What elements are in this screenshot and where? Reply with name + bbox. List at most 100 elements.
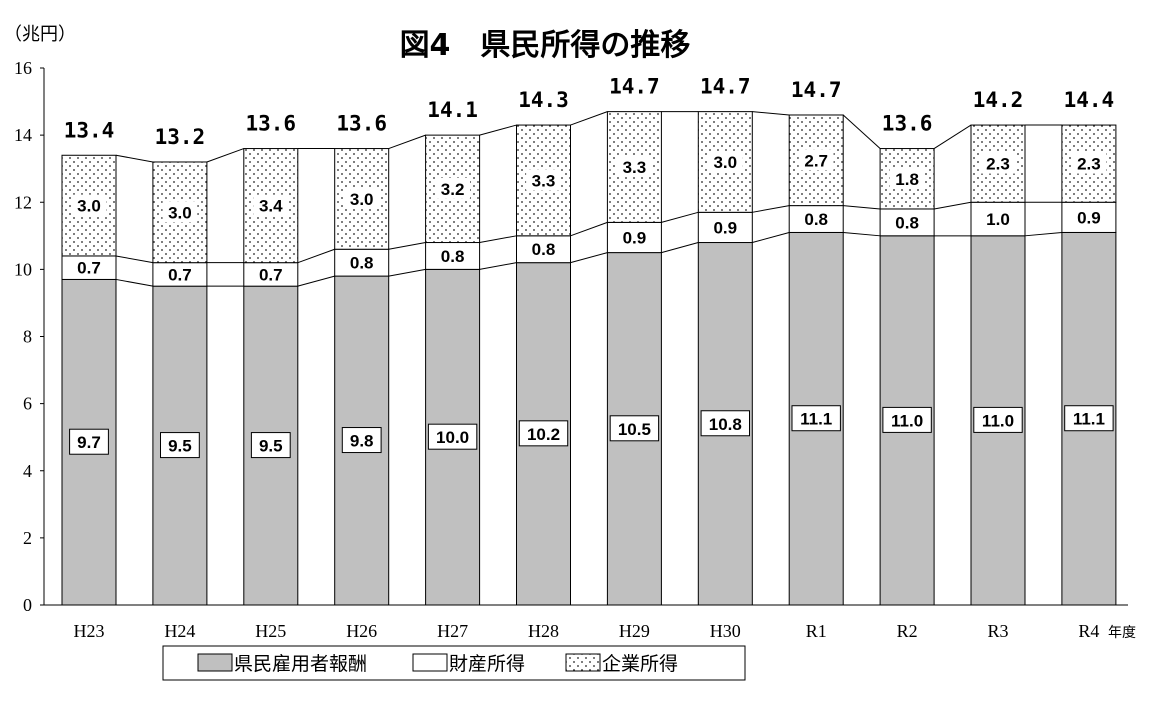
y-tick-label: 6 bbox=[23, 394, 32, 414]
legend-swatch-corporate-income bbox=[565, 653, 601, 672]
y-tick-label: 14 bbox=[14, 125, 32, 145]
x-tick-label: R1 bbox=[806, 621, 827, 641]
data-label-corporate-income: 3.0 bbox=[713, 153, 737, 172]
bar-total-label: 13.2 bbox=[155, 125, 206, 149]
series-connector-line bbox=[661, 211, 699, 223]
data-label-box bbox=[973, 406, 1023, 433]
data-label-employee-compensation: 11.0 bbox=[891, 411, 923, 430]
data-label-employee-compensation: 9.5 bbox=[168, 437, 192, 456]
bar-total-label: 14.2 bbox=[973, 88, 1024, 112]
x-axis-unit-label: 年度 bbox=[1108, 625, 1136, 641]
legend-box bbox=[162, 645, 746, 681]
series-connector-line bbox=[570, 221, 608, 237]
data-label-backdrop bbox=[162, 201, 198, 223]
data-label-corporate-income: 3.0 bbox=[168, 203, 192, 222]
series-connector-line bbox=[479, 262, 517, 270]
data-label-backdrop bbox=[617, 156, 652, 178]
connector-lines bbox=[115, 111, 1062, 287]
data-label-backdrop bbox=[980, 152, 1016, 174]
data-label-box bbox=[427, 423, 478, 450]
y-tick-label: 16 bbox=[14, 58, 32, 78]
axes: 0 2 4 6 8 10 12 14 16 bbox=[14, 58, 1128, 615]
x-tick-label: H26 bbox=[346, 621, 377, 641]
data-label-backdrop bbox=[1071, 152, 1107, 174]
data-label-corporate-income: 2.3 bbox=[986, 155, 1010, 174]
series-connector-line bbox=[206, 148, 244, 163]
series-connector-line bbox=[843, 205, 881, 210]
bar-total-label: 13.6 bbox=[246, 112, 297, 136]
data-label-employee-compensation: 9.8 bbox=[350, 432, 374, 451]
data-label-employee-compensation: 10.8 bbox=[709, 415, 742, 434]
series-connector-line bbox=[570, 111, 608, 126]
series-connector-line bbox=[1024, 231, 1062, 237]
data-label-box bbox=[609, 415, 660, 442]
data-labels: 9.7 0.7 3.0 13.4 H23 9.5 0.7 3.0 13.2 H24 9.5 0.7 3.… bbox=[64, 75, 1114, 641]
data-label-property-income: 0.8 bbox=[441, 247, 465, 266]
data-label-property-income: 0.7 bbox=[77, 259, 101, 278]
y-tick-label: 4 bbox=[23, 461, 32, 481]
legend-label-employee-compensation: 県民雇用者報酬 bbox=[234, 653, 367, 675]
bar-total-label: 14.3 bbox=[518, 88, 569, 112]
legend-label-property-income: 財産所得 bbox=[449, 653, 525, 675]
y-axis-unit-label: （兆円） bbox=[4, 24, 76, 45]
legend: 県民雇用者報酬 財産所得 企業所得 bbox=[162, 645, 746, 681]
data-label-corporate-income: 3.2 bbox=[441, 180, 465, 199]
data-label-property-income: 0.7 bbox=[259, 265, 283, 284]
x-tick-label: H24 bbox=[164, 621, 195, 641]
data-label-box bbox=[700, 410, 750, 437]
x-tick-label: R2 bbox=[897, 621, 918, 641]
data-label-box bbox=[882, 406, 932, 433]
data-label-employee-compensation: 10.2 bbox=[527, 425, 560, 444]
legend-swatch-property-income bbox=[412, 653, 448, 672]
series-connector-line bbox=[297, 275, 335, 287]
series-connector-line bbox=[752, 205, 790, 213]
series-connector-line bbox=[115, 278, 153, 287]
data-label-property-income: 0.9 bbox=[713, 218, 737, 237]
data-label-box bbox=[160, 432, 200, 459]
y-tick-label: 2 bbox=[23, 528, 32, 548]
data-label-box bbox=[341, 427, 382, 454]
series-connector-line bbox=[115, 154, 153, 163]
data-label-corporate-income: 2.3 bbox=[1077, 155, 1101, 174]
data-label-employee-compensation: 10.5 bbox=[618, 420, 651, 439]
y-tick-label: 10 bbox=[14, 259, 32, 279]
data-label-box bbox=[69, 428, 109, 455]
x-tick-label: R4 bbox=[1078, 621, 1099, 641]
data-label-employee-compensation: 9.7 bbox=[77, 433, 101, 452]
data-label-backdrop bbox=[344, 187, 380, 209]
bar-total-label: 13.6 bbox=[336, 112, 387, 136]
data-label-corporate-income: 2.7 bbox=[804, 151, 828, 170]
data-label-property-income: 0.8 bbox=[895, 213, 919, 232]
data-label-property-income: 0.9 bbox=[623, 228, 647, 247]
bar-total-label: 13.6 bbox=[882, 112, 933, 136]
y-tick-label: 0 bbox=[23, 595, 32, 615]
data-label-property-income: 1.0 bbox=[986, 210, 1010, 229]
series-connector-line bbox=[388, 268, 426, 277]
data-label-box bbox=[1064, 405, 1114, 432]
x-tick-label: H23 bbox=[74, 621, 105, 641]
series-connector-line bbox=[570, 252, 608, 264]
x-tick-label: H28 bbox=[528, 621, 559, 641]
bar-total-label: 14.7 bbox=[609, 75, 660, 99]
data-label-property-income: 0.9 bbox=[1077, 208, 1101, 227]
bar-total-label: 13.4 bbox=[64, 118, 115, 142]
bar-segment-property-income bbox=[788, 205, 844, 233]
bar-total-label: 14.1 bbox=[427, 98, 478, 122]
series-connector-line bbox=[752, 111, 790, 116]
data-label-employee-compensation: 11.1 bbox=[800, 410, 832, 429]
data-label-employee-compensation: 11.1 bbox=[1073, 410, 1105, 429]
x-tick-label: H30 bbox=[710, 621, 741, 641]
series-connector-line bbox=[388, 134, 426, 150]
series-connector-line bbox=[842, 114, 881, 149]
data-label-employee-compensation: 10.0 bbox=[436, 428, 469, 447]
data-label-property-income: 0.8 bbox=[532, 240, 556, 259]
series-connector-line bbox=[661, 242, 699, 254]
x-tick-label: H29 bbox=[619, 621, 650, 641]
data-label-property-income: 0.8 bbox=[350, 254, 374, 273]
data-label-box bbox=[518, 420, 569, 447]
data-label-property-income: 0.7 bbox=[168, 265, 192, 284]
bar-segment-property-income bbox=[516, 235, 571, 264]
data-label-box bbox=[250, 432, 291, 459]
series-connector-line bbox=[934, 201, 972, 210]
data-label-property-income: 0.8 bbox=[804, 210, 828, 229]
